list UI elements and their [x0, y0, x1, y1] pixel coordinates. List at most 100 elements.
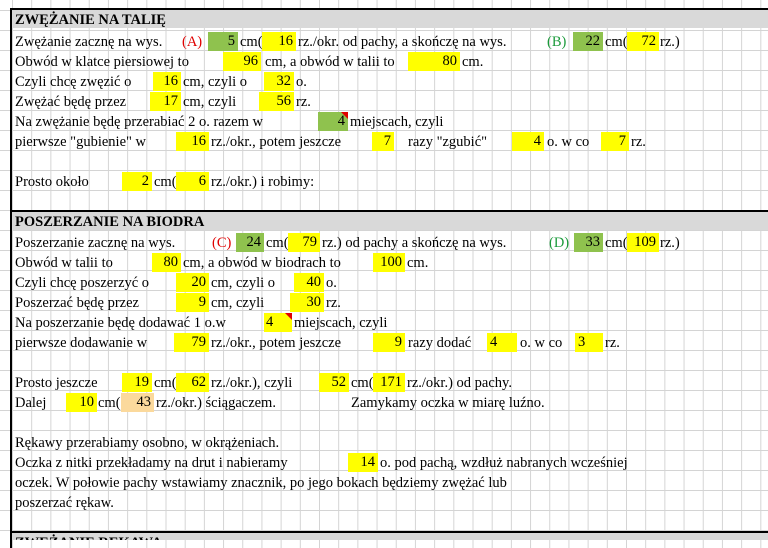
label[interactable]: Na zwężanie będę przerabiać 2 o. razem w: [15, 114, 263, 130]
label[interactable]: rz.: [326, 295, 341, 311]
label[interactable]: cm(: [240, 34, 263, 50]
input-cell[interactable]: 2: [122, 172, 152, 191]
label[interactable]: rz.): [660, 34, 680, 50]
label[interactable]: cm(: [351, 375, 374, 391]
label[interactable]: cm, a obwód w talii to: [265, 54, 395, 70]
input-cell[interactable]: 80: [152, 253, 181, 272]
input-cell[interactable]: 40: [294, 273, 324, 292]
label[interactable]: Prosto jeszcze: [15, 375, 98, 391]
label[interactable]: Oczka z nitki przekładamy na drut i nabi…: [15, 455, 288, 471]
label[interactable]: Obwód w talii to: [15, 255, 113, 271]
label[interactable]: oczek. W połowie pachy wstawiamy znaczni…: [15, 475, 507, 491]
input-cell[interactable]: 30: [290, 293, 324, 312]
label[interactable]: rz./okr. od pachy, a skończę na wys.: [298, 34, 507, 50]
computed-cell[interactable]: 43: [121, 393, 154, 412]
label[interactable]: rz.: [605, 335, 620, 351]
label[interactable]: cm, czyli: [211, 295, 265, 311]
input-cell[interactable]: 10: [66, 393, 97, 412]
marker-d[interactable]: (D): [549, 235, 570, 251]
label[interactable]: Poszerzanie zacznę na wys.: [15, 235, 176, 251]
input-cell[interactable]: 171: [373, 373, 405, 392]
input-cell[interactable]: 16: [153, 72, 181, 91]
input-cell[interactable]: 16: [262, 32, 296, 51]
label[interactable]: Zwężanie zacznę na wys.: [15, 34, 163, 50]
input-cell[interactable]: 56: [259, 92, 294, 111]
input-cell[interactable]: 72: [627, 32, 659, 51]
label[interactable]: razy "zgubić": [408, 134, 488, 150]
label[interactable]: cm, czyli: [183, 94, 237, 110]
label[interactable]: razy dodać: [408, 335, 472, 351]
input-cell[interactable]: 7: [601, 132, 629, 151]
label[interactable]: o. w co: [547, 134, 590, 150]
label[interactable]: o. pod pachą, wzdłuż nabranych wcześniej: [380, 455, 628, 471]
input-cell[interactable]: 3: [575, 333, 603, 352]
section-header-sleeve[interactable]: ZWĘŻANIE RĘKAWA: [12, 531, 768, 540]
input-cell[interactable]: 100: [373, 253, 405, 272]
input-cell[interactable]: 7: [372, 132, 394, 151]
label[interactable]: rz./okr.) i robimy:: [211, 174, 315, 190]
section-header-hips[interactable]: POSZERZANIE NA BIODRA: [12, 210, 768, 230]
input-cell[interactable]: 33: [574, 233, 603, 252]
label[interactable]: rz./okr., potem jeszcze: [211, 134, 342, 150]
input-cell[interactable]: 9: [373, 333, 405, 352]
label[interactable]: cm, czyli o: [211, 275, 276, 291]
label[interactable]: o.: [326, 275, 337, 291]
input-cell[interactable]: 32: [264, 72, 294, 91]
label[interactable]: Obwód w klatce piersiowej to: [15, 54, 189, 70]
input-cell[interactable]: 17: [150, 92, 181, 111]
input-cell[interactable]: 22: [573, 32, 603, 51]
label[interactable]: Zwężać będę przez: [15, 94, 127, 110]
label[interactable]: Na poszerzanie będę dodawać 1 o.w: [15, 315, 226, 331]
label[interactable]: cm(: [266, 235, 289, 251]
label[interactable]: rz./okr.) ściągaczem.: [156, 395, 276, 411]
label[interactable]: Czyli chcę poszerzyć o: [15, 275, 150, 291]
label[interactable]: Czyli chcę zwęzić o: [15, 74, 132, 90]
label[interactable]: cm.: [407, 255, 429, 271]
input-cell[interactable]: 4: [318, 112, 348, 131]
label[interactable]: rz./okr.), czyli: [211, 375, 293, 391]
input-cell[interactable]: 4: [512, 132, 544, 151]
label[interactable]: o.: [296, 74, 307, 90]
input-cell[interactable]: 16: [176, 132, 209, 151]
label[interactable]: rz.: [631, 134, 646, 150]
label[interactable]: poszerzać rękaw.: [15, 495, 114, 511]
input-cell[interactable]: 79: [174, 333, 209, 352]
label[interactable]: Poszerzać będę przez: [15, 295, 139, 311]
input-cell[interactable]: 14: [348, 453, 378, 472]
label[interactable]: rz.): [660, 235, 680, 251]
input-cell[interactable]: 52: [319, 373, 349, 392]
label[interactable]: cm, a obwód w biodrach to: [183, 255, 341, 271]
input-cell[interactable]: 24: [236, 233, 264, 252]
label[interactable]: cm, czyli o: [183, 74, 248, 90]
input-cell[interactable]: 5: [208, 32, 238, 51]
marker-c[interactable]: (C): [212, 235, 232, 251]
input-cell[interactable]: 80: [408, 52, 460, 71]
marker-b[interactable]: (B): [547, 34, 567, 50]
label[interactable]: cm(: [605, 235, 628, 251]
label[interactable]: Rękawy przerabiamy osobno, w okrążeniach…: [15, 435, 280, 451]
label[interactable]: cm(: [98, 395, 121, 411]
input-cell[interactable]: 9: [176, 293, 209, 312]
input-cell[interactable]: 79: [288, 233, 320, 252]
input-cell[interactable]: 19: [122, 373, 152, 392]
input-cell[interactable]: 20: [176, 273, 209, 292]
section-header-waist[interactable]: ZWĘŻANIE NA TALIĘ: [12, 8, 768, 28]
marker-a[interactable]: (A): [182, 34, 203, 50]
label[interactable]: pierwsze "gubienie" w: [15, 134, 147, 150]
label[interactable]: o. w co: [520, 335, 563, 351]
label[interactable]: cm(: [154, 174, 177, 190]
label[interactable]: Prosto około: [15, 174, 89, 190]
label[interactable]: rz./okr., potem jeszcze: [211, 335, 342, 351]
input-cell[interactable]: 96: [223, 52, 261, 71]
label[interactable]: miejscach, czyli: [350, 114, 444, 130]
comment-indicator-icon[interactable]: [341, 112, 348, 119]
label[interactable]: cm(: [605, 34, 628, 50]
comment-indicator-icon[interactable]: [285, 313, 292, 320]
label[interactable]: Dalej: [15, 395, 47, 411]
label[interactable]: cm.: [462, 54, 484, 70]
label[interactable]: miejscach, czyli: [294, 315, 388, 331]
input-cell[interactable]: 109: [627, 233, 659, 252]
input-cell[interactable]: 4: [487, 333, 517, 352]
input-cell[interactable]: 62: [176, 373, 209, 392]
